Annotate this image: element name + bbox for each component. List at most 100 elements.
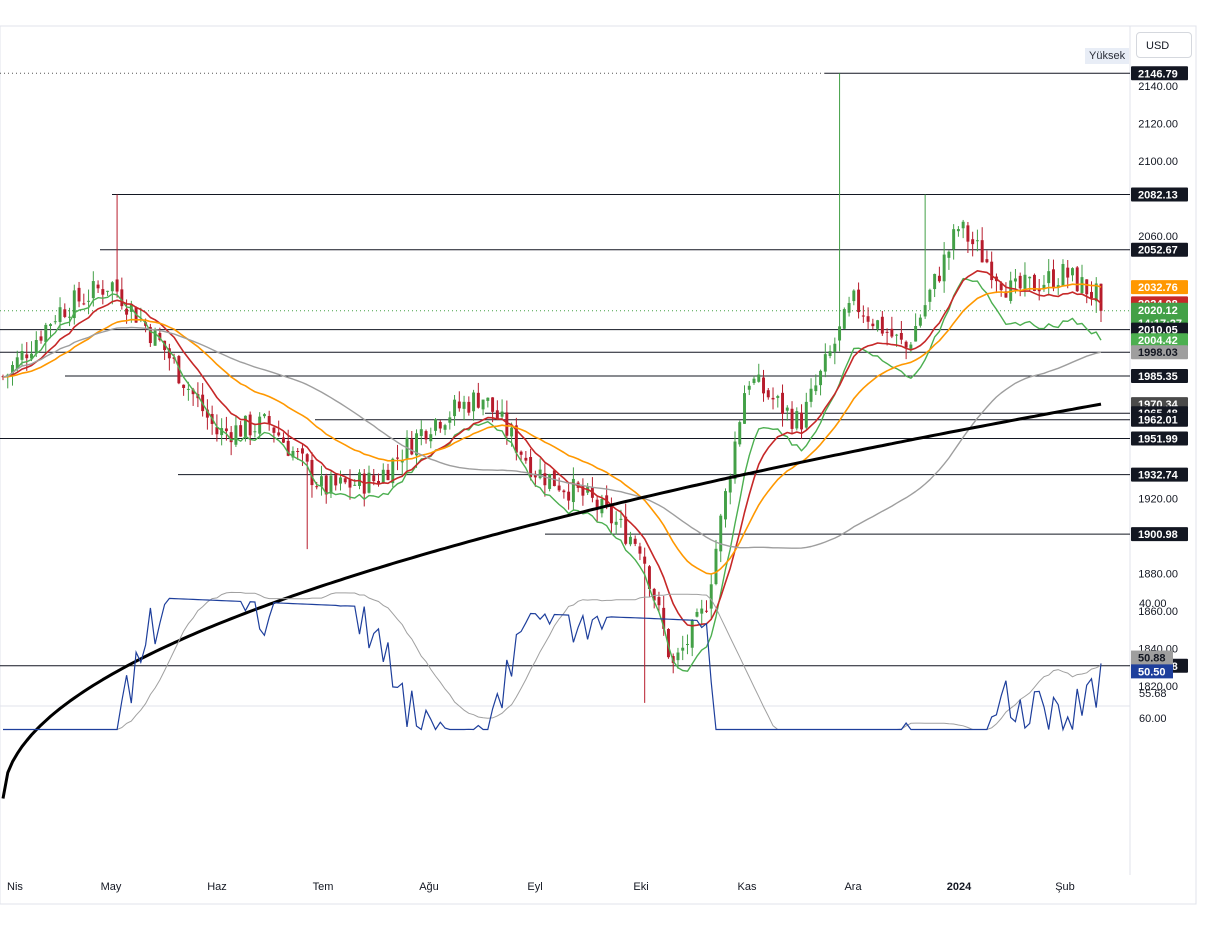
- candle-up: [358, 472, 361, 486]
- candle-down: [286, 440, 290, 456]
- candle-up: [1061, 263, 1065, 286]
- rsi-tag-box: [1131, 664, 1173, 679]
- candle-down: [324, 475, 328, 495]
- candle-down: [1032, 274, 1036, 291]
- candle-down: [191, 389, 195, 395]
- candle-down: [505, 412, 509, 436]
- price-tag-box: [1131, 368, 1188, 383]
- candle-down: [871, 323, 875, 327]
- candle-up: [828, 351, 832, 356]
- candle-up: [619, 518, 623, 520]
- candle-down: [581, 485, 585, 496]
- rsi-axis-tick-label: 40.00: [1139, 598, 1167, 610]
- candle-down: [1075, 267, 1079, 292]
- candle-down: [980, 240, 984, 263]
- candle-up: [847, 302, 851, 313]
- candle-up: [58, 307, 62, 322]
- candle-down: [1051, 269, 1055, 289]
- candle-down: [662, 607, 666, 629]
- candle-down: [880, 316, 884, 334]
- candle-down: [158, 332, 162, 341]
- candle-up: [724, 491, 727, 520]
- candle-up: [319, 476, 323, 487]
- candle-up: [852, 290, 856, 302]
- candle-up: [733, 441, 737, 480]
- candle-down: [890, 328, 894, 337]
- candle-down: [624, 516, 628, 544]
- candle-up: [895, 334, 899, 336]
- candle-up: [11, 364, 14, 376]
- candle-up: [628, 536, 632, 545]
- candle-down: [762, 377, 765, 394]
- high-label: Yüksek: [1085, 48, 1130, 64]
- price-tag-label: 1985.35: [1138, 371, 1178, 383]
- price-axis-tick-label: 1820.00: [1138, 681, 1178, 693]
- candle-down: [1066, 267, 1070, 278]
- candle-down: [985, 259, 989, 263]
- candle-up: [1042, 284, 1046, 289]
- candle-down: [315, 486, 319, 488]
- candle-down: [281, 437, 285, 443]
- candle-up: [481, 399, 485, 410]
- candle-up: [291, 450, 295, 458]
- time-axis-tick-label: Haz: [207, 881, 227, 893]
- candle-down: [476, 392, 480, 408]
- candle-up: [34, 340, 38, 354]
- candle-down: [63, 309, 67, 317]
- candle-up: [91, 281, 95, 299]
- price-axis-tick-label: 2100.00: [1138, 156, 1178, 168]
- candle-down: [567, 491, 571, 501]
- candle-up: [747, 385, 751, 390]
- candle-up: [415, 433, 419, 456]
- candle-down: [899, 333, 903, 340]
- candle-down: [638, 546, 642, 554]
- price-tag-label: 1962.01: [1138, 415, 1178, 427]
- candle-down: [125, 308, 129, 315]
- candle-down: [115, 279, 119, 292]
- candle-down: [296, 451, 300, 453]
- candle-up: [914, 326, 918, 342]
- candle-up: [20, 351, 24, 360]
- candle-up: [804, 401, 808, 428]
- ema-mid-line: [2, 270, 1102, 627]
- candle-up: [714, 548, 718, 585]
- candle-up: [961, 221, 965, 229]
- candle-down: [524, 457, 528, 461]
- currency-button[interactable]: USD: [1136, 32, 1192, 58]
- rsi-line: [3, 597, 1102, 732]
- candle-up: [110, 282, 114, 292]
- price-tag-label: 2146.79: [1138, 68, 1178, 80]
- candle-up: [53, 321, 57, 323]
- candle-down: [495, 410, 499, 419]
- candle-down: [224, 428, 228, 432]
- candle-down: [529, 456, 533, 478]
- candle-down: [96, 284, 100, 289]
- price-tag-label: 2004.42: [1138, 335, 1178, 347]
- candle-up: [538, 469, 542, 479]
- price-axis-tick-label: 1880.00: [1138, 569, 1178, 581]
- price-tag-box: [1131, 242, 1188, 257]
- candle-up: [743, 393, 746, 424]
- candle-up: [952, 229, 956, 250]
- candle-down: [609, 504, 613, 524]
- candle-up: [381, 469, 385, 483]
- candle-up: [429, 434, 433, 442]
- candle-down: [533, 473, 537, 478]
- candle-up: [510, 427, 514, 437]
- candle-down: [514, 425, 518, 453]
- candle-up: [1028, 276, 1032, 279]
- rsi-axis-tick-label: 55.68: [1139, 688, 1167, 700]
- candle-down: [386, 469, 390, 481]
- candle-down: [167, 348, 171, 359]
- candle-up: [833, 343, 837, 352]
- rsi-axis-tick-label: 60.00: [1139, 713, 1167, 725]
- candle-down: [781, 392, 785, 414]
- candle-down: [120, 289, 124, 307]
- candle-down: [248, 414, 252, 436]
- candle-down: [77, 287, 81, 302]
- candle-down: [467, 401, 471, 413]
- candle-down: [1090, 291, 1093, 299]
- candle-down: [866, 316, 870, 322]
- candle-up: [690, 620, 694, 648]
